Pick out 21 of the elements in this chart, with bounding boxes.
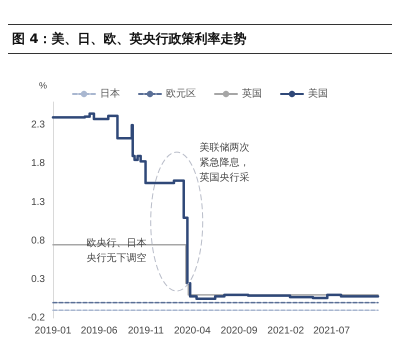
y-tick-label: 2.3 xyxy=(31,120,46,131)
legend-label: 英国 xyxy=(242,88,262,100)
legend-label: 欧元区 xyxy=(166,88,196,100)
y-tick-label: 1.8 xyxy=(31,158,46,170)
y-tick-label: 0.3 xyxy=(31,274,46,285)
y-axis-title: % xyxy=(38,80,47,90)
legend-label: 日本 xyxy=(100,88,120,100)
x-tick-label: 2019-01 xyxy=(34,326,72,336)
x-tick-label: 2020-04 xyxy=(174,326,212,336)
x-tick-label: 2021-02 xyxy=(267,326,305,336)
annotation: 欧央行、日本央行无下调空 xyxy=(86,237,146,264)
legend-label: 美国 xyxy=(308,88,328,100)
y-tick-label: 0.8 xyxy=(31,235,46,246)
chart-title: 图 4：美、日、欧、英央行政策利率走势 xyxy=(8,24,392,54)
y-tick-label: 1.3 xyxy=(31,196,46,208)
annotation: 美联储两次紧急降息，英国央行采 xyxy=(200,142,250,184)
x-tick-label: 2020-09 xyxy=(220,326,258,336)
x-tick-label: 2019-11 xyxy=(128,326,164,336)
y-tick-label: -0.2 xyxy=(28,312,46,324)
x-tick-label: 2019-06 xyxy=(80,326,118,336)
x-tick-label: 2021-07 xyxy=(313,326,350,336)
